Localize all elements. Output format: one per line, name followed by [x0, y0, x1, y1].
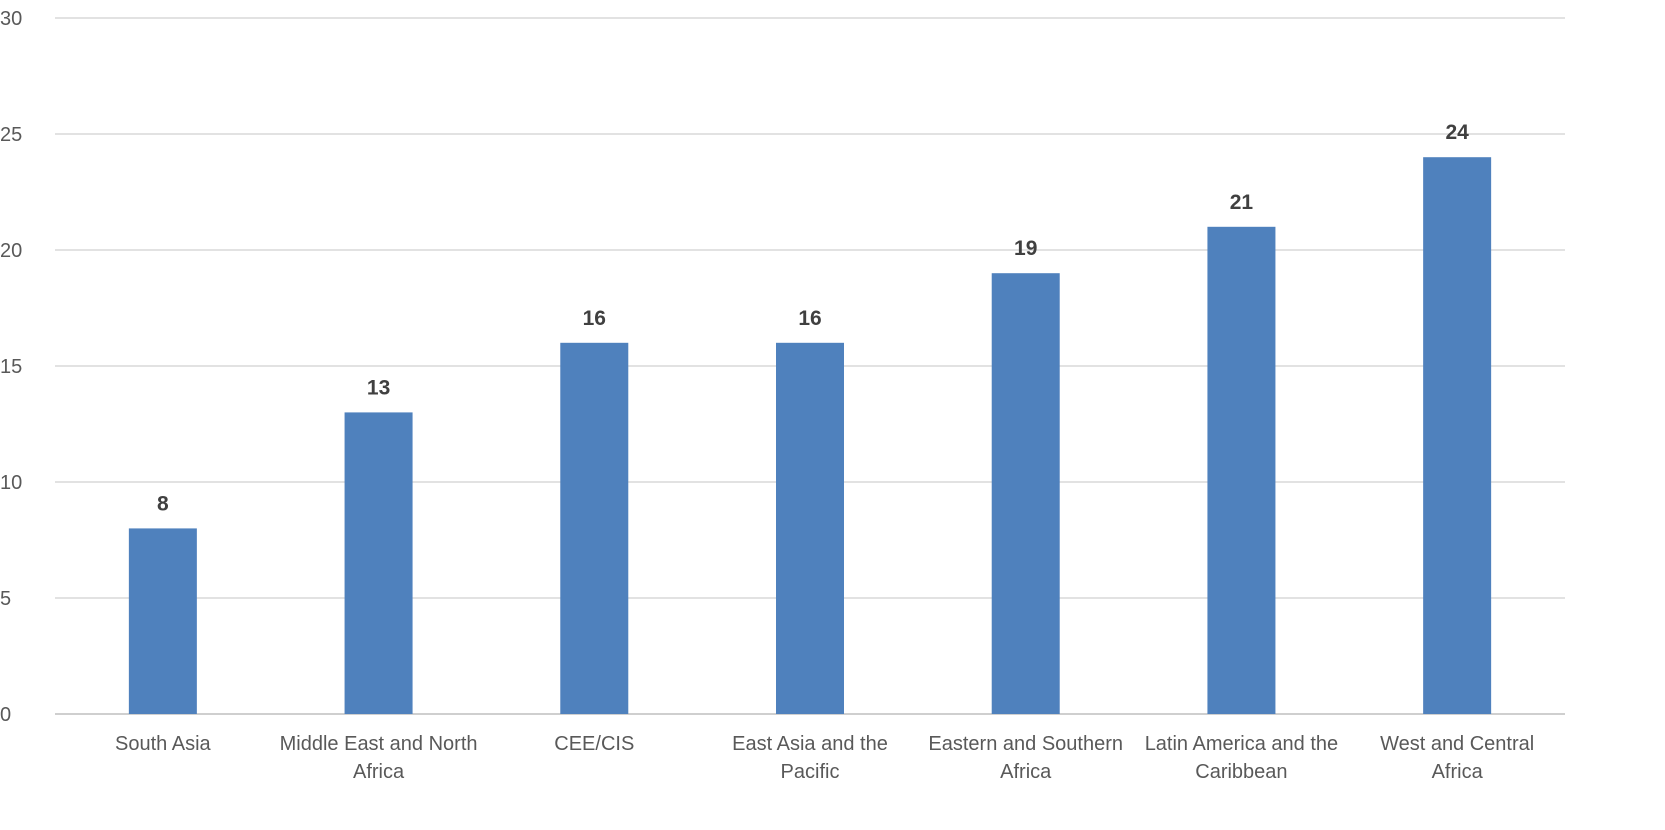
bar: [128, 528, 197, 714]
x-category-label: CEE/CIS: [554, 733, 634, 755]
y-tick-label: 10: [0, 472, 22, 494]
x-category-label-line: Caribbean: [1195, 761, 1287, 783]
y-tick-label: 25: [0, 124, 22, 146]
y-tick-label: 5: [0, 588, 11, 610]
data-label: 19: [1014, 237, 1037, 260]
x-category-label-line: CEE/CIS: [554, 733, 634, 755]
x-category-label-line: Africa: [1000, 761, 1052, 783]
x-category-label-line: West and Central: [1380, 733, 1534, 755]
bar: [1423, 157, 1492, 714]
bar: [1207, 226, 1276, 715]
x-category-label-line: Eastern and Southern: [928, 733, 1123, 755]
bars: [128, 157, 1492, 715]
bar: [344, 412, 413, 714]
x-category-label-line: East Asia and the: [732, 733, 888, 755]
bar: [991, 273, 1060, 714]
x-category-label: Latin America and the Caribbean: [1145, 733, 1338, 783]
data-label: 8: [157, 492, 169, 515]
data-label: 21: [1230, 191, 1254, 214]
x-category-label-line: Latin America and the: [1145, 733, 1338, 755]
x-category-label: West and Central Africa: [1380, 733, 1534, 783]
x-axis-categories: South Asia Middle East and North Africa CEE…: [115, 733, 1534, 783]
bar: [776, 342, 844, 714]
x-category-label-line: South Asia: [115, 733, 212, 755]
x-category-label: Middle East and North Africa: [280, 733, 478, 783]
y-tick-label: 30: [0, 8, 22, 30]
data-labels: 8 13 16 16 19 21 24: [157, 121, 1469, 515]
x-category-label-line: Pacific: [781, 761, 840, 783]
x-category-label-line: Middle East and North: [280, 733, 478, 755]
x-category-label-line: Africa: [353, 761, 405, 783]
data-label: 16: [798, 307, 821, 330]
y-axis-ticks: 0 5 10 15 20 25 30: [0, 8, 22, 726]
y-tick-label: 20: [0, 240, 22, 262]
x-category-label: East Asia and the Pacific: [732, 733, 888, 783]
x-category-label-line: Africa: [1432, 761, 1484, 783]
y-tick-label: 15: [0, 356, 22, 378]
bar: [560, 342, 629, 714]
data-label: 24: [1445, 121, 1469, 144]
data-label: 13: [367, 376, 390, 399]
x-category-label: South Asia: [115, 733, 212, 755]
data-label: 16: [583, 307, 606, 330]
y-tick-label: 0: [0, 704, 11, 726]
x-category-label: Eastern and Southern Africa: [928, 733, 1123, 783]
